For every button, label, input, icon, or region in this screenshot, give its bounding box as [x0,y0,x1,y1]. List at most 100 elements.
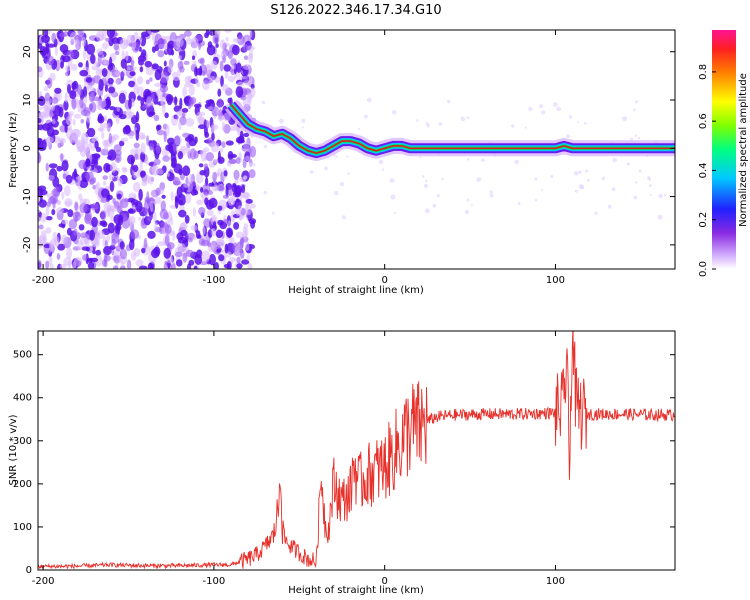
heatmap-cell [57,143,61,148]
heatmap-cell [425,208,430,213]
heatmap-cell [141,143,146,155]
heatmap-cell [102,42,109,49]
heatmap-cell [217,108,220,114]
heatmap-cell [189,139,197,146]
heatmap-cell [342,215,346,219]
spectrogram-ylabel: Frequency (Hz) [8,112,19,188]
heatmap-cell [106,97,111,107]
heatmap-cell [128,216,135,225]
heatmap-cell [121,59,127,69]
heatmap-cell [247,263,252,272]
heatmap-cell [167,173,170,177]
heatmap-cell [48,175,55,180]
heatmap-cell [192,56,195,61]
heatmap-cell [658,215,663,220]
heatmap-cell [167,43,173,55]
heatmap-cell [200,57,205,64]
heatmap-cell [174,96,177,106]
heatmap-cell [136,111,139,122]
heatmap-cell [180,230,187,236]
heatmap-cell [264,145,267,148]
heatmap-cell [70,32,78,43]
heatmap-cell [635,181,637,183]
heatmap-cell [244,223,249,229]
y-tick-label: -20 [22,237,33,253]
heatmap-cell [228,50,233,59]
heatmap-cell [138,189,143,201]
heatmap-cell [242,44,248,52]
colorbar-tick-label: 0.2 [698,212,709,228]
heatmap-cell [101,132,104,140]
heatmap-cell [218,206,223,211]
colorbar-gradient [712,30,736,269]
heatmap-cell [243,64,251,70]
heatmap-cell [60,44,69,53]
heatmap-cell [36,118,41,123]
heatmap-cell [177,187,183,198]
heatmap-cell [37,152,41,163]
heatmap-cell [101,149,109,156]
heatmap-cell [165,224,172,234]
heatmap-cell [225,71,229,78]
heatmap-cell [36,66,42,72]
heatmap-cell [612,158,617,163]
heatmap-cell [71,64,78,71]
heatmap-cell [40,234,47,246]
heatmap-cell [110,181,115,192]
heatmap-cell [74,201,78,210]
heatmap-cell [584,122,587,125]
heatmap-cell [279,119,284,124]
heatmap-cell [154,115,159,121]
heatmap-cell [250,220,255,229]
heatmap-cell [391,195,396,200]
heatmap-cell [91,217,98,227]
heatmap-cell [73,229,77,236]
heatmap-cell [89,230,95,241]
heatmap-cell [193,190,198,195]
heatmap-cell [109,133,112,144]
heatmap-cell [123,168,128,173]
heatmap-cell [232,194,236,205]
heatmap-cell [130,71,136,76]
heatmap-cell [134,248,141,257]
heatmap-cell [237,82,244,87]
heatmap-cell [196,230,201,239]
heatmap-cell [426,122,429,125]
heatmap-cell [41,213,47,223]
heatmap-cell [170,191,174,201]
heatmap-cell [248,53,253,64]
heatmap-cell [62,55,70,62]
heatmap-cell [334,191,338,195]
heatmap-cell [155,197,161,204]
heatmap-cell [249,30,252,38]
heatmap-cell [422,175,425,178]
heatmap-cell [107,156,112,160]
heatmap-cell [638,137,641,140]
heatmap-cell [193,61,197,65]
x-tick-label: -200 [32,576,55,587]
heatmap-cell [534,177,537,180]
heatmap-cell [175,252,183,257]
heatmap-cell [133,165,138,172]
heatmap-cell [54,236,60,247]
heatmap-cell [123,111,127,115]
heatmap-cell [195,76,198,84]
heatmap-cell [148,176,154,184]
heatmap-cell [197,116,204,124]
heatmap-cell [47,126,54,137]
heatmap-cell [155,69,162,80]
heatmap-cell [168,64,173,74]
heatmap-cell [82,141,89,153]
heatmap-cell [243,142,250,151]
heatmap-cell [471,204,473,206]
heatmap-cell [237,139,245,143]
heatmap-cell [82,254,87,261]
heatmap-cell [222,121,225,131]
heatmap-cell [61,234,67,244]
heatmap-cell [240,250,245,259]
heatmap-cell [171,157,177,167]
heatmap-cell [89,258,98,263]
heatmap-cell [213,159,219,163]
heatmap-cell [74,169,77,178]
heatmap-cell [204,132,209,138]
